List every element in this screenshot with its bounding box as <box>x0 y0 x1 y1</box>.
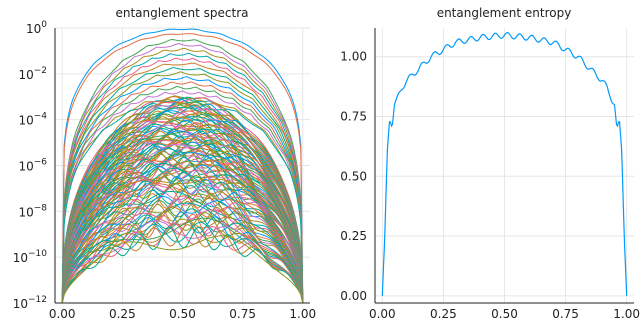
entropy-grid <box>375 28 634 303</box>
spectra-series-line <box>61 105 304 303</box>
spectra-x-ticks: 0.00 0.25 0.50 0.75 1.00 <box>49 307 316 321</box>
spectra-series-line <box>61 172 304 303</box>
spectra-x-tick-label: 1.00 <box>289 307 316 321</box>
spectra-series-line <box>61 138 304 303</box>
spectra-series-line <box>61 179 304 303</box>
entropy-series <box>381 31 628 296</box>
spectra-title: entanglement spectra <box>115 6 248 20</box>
spectra-series-line <box>61 226 304 304</box>
spectra-series-line <box>61 99 304 303</box>
spectra-series-line <box>61 67 304 304</box>
spectra-series-line <box>61 85 304 304</box>
spectra-series-line <box>61 171 304 303</box>
entropy-y-tick-label: 0.25 <box>340 229 367 243</box>
spectra-x-tick-label: 0.00 <box>49 307 76 321</box>
spectra-series-line <box>61 97 304 304</box>
spectra-series-line <box>61 38 304 304</box>
spectra-series-line <box>61 62 304 304</box>
spectra-y-tick-label: 10−12 <box>13 295 47 311</box>
panel-spectra: entanglement spectra 0.00 0.25 0.50 0.75 1.0… <box>13 6 316 321</box>
spectra-series-line <box>61 142 304 303</box>
entropy-x-tick-label: 0.00 <box>369 307 396 321</box>
spectra-series-line <box>61 47 304 304</box>
spectra-series <box>61 28 304 304</box>
spectra-series-line <box>61 57 304 304</box>
entropy-y-tick-label: 0.00 <box>340 289 367 303</box>
entropy-title: entanglement entropy <box>437 6 572 20</box>
spectra-x-tick-label: 0.25 <box>109 307 136 321</box>
entropy-x-tick-label: 1.00 <box>613 307 640 321</box>
spectra-series-line <box>61 139 304 303</box>
spectra-y-tick-label: 10−4 <box>18 112 47 128</box>
entropy-x-tick-label: 0.25 <box>430 307 457 321</box>
spectra-series-line <box>61 208 304 303</box>
spectra-y-tick-label: 100 <box>26 20 47 36</box>
entropy-y-tick-label: 0.50 <box>340 169 367 183</box>
entropy-series-line <box>381 31 628 296</box>
spectra-series-line <box>61 133 304 303</box>
spectra-series-line <box>61 42 304 304</box>
spectra-series-line <box>61 191 304 303</box>
spectra-series-line <box>61 195 304 303</box>
spectra-series-line <box>61 183 304 303</box>
spectra-series-line <box>61 113 304 303</box>
spectra-series-line <box>61 28 304 304</box>
spectra-series-line <box>61 101 304 303</box>
spectra-series-line <box>61 193 304 303</box>
spectra-y-ticks: 10−12 10−10 10−8 10−6 10−4 10−2 100 <box>13 20 48 311</box>
spectra-x-tick-label: 0.75 <box>229 307 256 321</box>
spectra-series-line <box>61 81 304 304</box>
spectra-y-tick-label: 10−10 <box>13 249 48 265</box>
spectra-series-line <box>61 110 304 303</box>
spectra-x-tick-label: 0.50 <box>169 307 196 321</box>
spectra-series-line <box>61 184 304 303</box>
spectra-series-line <box>61 90 304 304</box>
spectra-series-line <box>61 76 304 304</box>
panel-entropy: entanglement entropy 0.00 0.25 0.50 0.75 1.0… <box>340 6 640 321</box>
spectra-y-tick-label: 10−8 <box>18 203 47 219</box>
spectra-series-line <box>61 235 304 304</box>
entropy-y-tick-label: 1.00 <box>340 50 367 64</box>
entropy-y-ticks: 0.00 0.25 0.50 0.75 1.00 <box>340 50 367 303</box>
entropy-x-tick-label: 0.50 <box>491 307 518 321</box>
spectra-series-line <box>61 106 304 303</box>
entropy-x-tick-label: 0.75 <box>552 307 579 321</box>
entropy-x-ticks: 0.00 0.25 0.50 0.75 1.00 <box>369 307 640 321</box>
spectra-series-line <box>61 33 304 304</box>
spectra-y-tick-label: 10−2 <box>18 66 47 82</box>
entropy-y-tick-label: 0.75 <box>340 109 367 123</box>
spectra-series-line <box>61 136 304 303</box>
spectra-y-tick-label: 10−6 <box>18 158 47 174</box>
spectra-series-line <box>61 71 304 304</box>
spectra-series-line <box>61 184 304 303</box>
spectra-series-line <box>61 209 304 303</box>
spectra-series-line <box>61 52 304 304</box>
